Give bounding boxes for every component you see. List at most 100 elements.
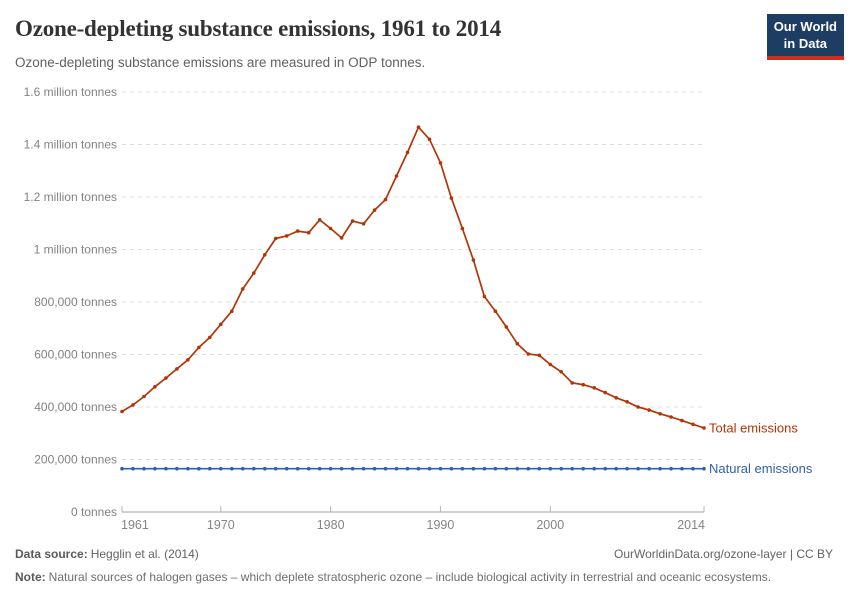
data-point[interactable] xyxy=(493,466,498,471)
data-point[interactable] xyxy=(175,466,179,471)
data-point[interactable] xyxy=(592,466,596,471)
series-total-emissions[interactable]: Total emissions xyxy=(120,125,798,436)
data-point[interactable] xyxy=(153,466,157,471)
data-point[interactable] xyxy=(252,271,256,275)
data-point[interactable] xyxy=(460,466,465,471)
data-point[interactable] xyxy=(175,367,179,371)
series-line-total-emissions[interactable] xyxy=(121,126,705,429)
data-point[interactable] xyxy=(493,309,498,314)
data-point[interactable] xyxy=(131,403,135,407)
data-point[interactable] xyxy=(295,466,300,471)
data-point[interactable] xyxy=(142,394,146,399)
data-point[interactable] xyxy=(405,150,410,155)
data-point[interactable] xyxy=(350,466,355,471)
data-point[interactable] xyxy=(186,358,190,362)
data-point[interactable] xyxy=(680,466,684,471)
data-point[interactable] xyxy=(702,466,706,471)
data-point[interactable] xyxy=(241,466,245,471)
data-point[interactable] xyxy=(581,382,585,387)
data-point[interactable] xyxy=(537,466,542,471)
owid-logo[interactable]: Our World in Data xyxy=(766,14,844,61)
data-point[interactable] xyxy=(482,294,487,299)
data-point[interactable] xyxy=(614,396,618,400)
data-point[interactable] xyxy=(219,466,223,471)
data-point[interactable] xyxy=(559,466,563,471)
data-point[interactable] xyxy=(460,226,465,231)
data-point[interactable] xyxy=(230,309,234,314)
data-point[interactable] xyxy=(416,125,421,129)
data-point[interactable] xyxy=(131,466,135,471)
series-natural-emissions[interactable]: Natural emissions xyxy=(120,461,813,476)
data-point[interactable] xyxy=(120,466,124,471)
data-point[interactable] xyxy=(691,422,695,427)
data-point[interactable] xyxy=(526,352,531,356)
data-point[interactable] xyxy=(263,466,267,471)
data-point[interactable] xyxy=(164,376,168,380)
data-point[interactable] xyxy=(559,370,563,374)
data-point[interactable] xyxy=(669,466,673,471)
data-point[interactable] xyxy=(702,426,706,430)
data-point[interactable] xyxy=(669,415,673,419)
data-point[interactable] xyxy=(383,466,388,471)
data-point[interactable] xyxy=(120,409,124,414)
data-point[interactable] xyxy=(680,418,684,423)
data-point[interactable] xyxy=(339,466,344,471)
data-point[interactable] xyxy=(142,466,146,471)
data-point[interactable] xyxy=(273,466,278,471)
data-point[interactable] xyxy=(548,466,553,471)
data-point[interactable] xyxy=(383,197,388,202)
data-point[interactable] xyxy=(208,335,212,340)
data-point[interactable] xyxy=(241,287,245,291)
data-point[interactable] xyxy=(306,466,311,471)
data-point[interactable] xyxy=(515,341,520,346)
data-point[interactable] xyxy=(603,466,607,471)
data-point[interactable] xyxy=(164,466,168,471)
data-point[interactable] xyxy=(482,466,487,471)
data-point[interactable] xyxy=(350,219,355,223)
data-point[interactable] xyxy=(449,466,454,471)
data-point[interactable] xyxy=(438,161,443,165)
data-point[interactable] xyxy=(625,400,629,404)
data-point[interactable] xyxy=(647,408,651,412)
data-point[interactable] xyxy=(471,466,476,471)
data-point[interactable] xyxy=(471,258,476,262)
data-point[interactable] xyxy=(526,466,531,471)
data-point[interactable] xyxy=(339,236,344,240)
data-point[interactable] xyxy=(197,466,201,471)
data-point[interactable] xyxy=(263,253,267,257)
data-point[interactable] xyxy=(361,466,366,471)
data-point[interactable] xyxy=(317,218,322,222)
data-point[interactable] xyxy=(284,466,289,471)
data-point[interactable] xyxy=(328,466,333,471)
data-point[interactable] xyxy=(372,466,377,471)
data-point[interactable] xyxy=(186,466,190,471)
data-point[interactable] xyxy=(570,466,574,471)
data-point[interactable] xyxy=(197,345,201,350)
data-point[interactable] xyxy=(603,390,607,395)
data-point[interactable] xyxy=(153,385,157,389)
data-point[interactable] xyxy=(252,466,256,471)
data-point[interactable] xyxy=(548,362,553,367)
data-point[interactable] xyxy=(317,466,322,471)
data-point[interactable] xyxy=(306,230,311,235)
chart-canvas[interactable]: 0 tonnes 200,000 tonnes 400,000 tonnes 600,… xyxy=(0,0,850,545)
data-point[interactable] xyxy=(416,466,421,471)
data-point[interactable] xyxy=(625,466,629,471)
data-point[interactable] xyxy=(570,381,574,385)
data-point[interactable] xyxy=(361,222,366,226)
data-point[interactable] xyxy=(405,466,410,471)
data-point[interactable] xyxy=(438,466,443,471)
data-point[interactable] xyxy=(449,196,454,200)
data-point[interactable] xyxy=(427,466,432,471)
data-point[interactable] xyxy=(394,174,399,178)
data-point[interactable] xyxy=(394,466,399,471)
data-point[interactable] xyxy=(658,466,662,471)
data-point[interactable] xyxy=(691,466,695,471)
data-point[interactable] xyxy=(284,234,289,238)
data-point[interactable] xyxy=(504,466,509,471)
data-point[interactable] xyxy=(515,466,520,471)
data-point[interactable] xyxy=(636,405,640,409)
data-point[interactable] xyxy=(219,322,223,327)
data-point[interactable] xyxy=(273,236,278,241)
data-point[interactable] xyxy=(581,466,585,471)
